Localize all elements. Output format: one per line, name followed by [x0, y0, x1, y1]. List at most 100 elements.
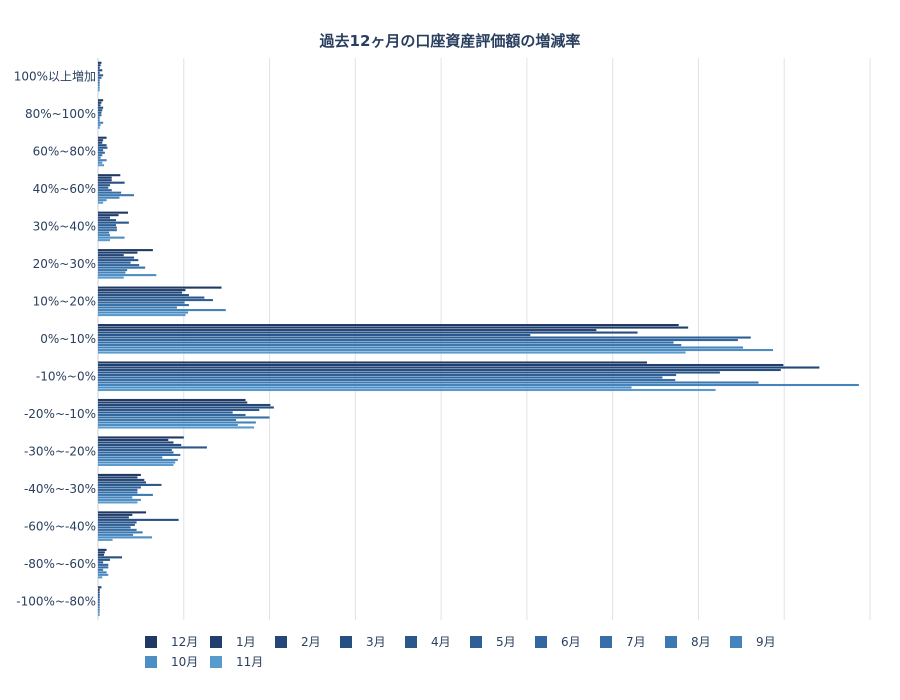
bar [98, 251, 138, 254]
bar [98, 266, 146, 269]
bar [98, 196, 120, 199]
bar [98, 294, 189, 297]
bar [98, 481, 147, 484]
bar [98, 446, 207, 449]
bar [98, 271, 126, 274]
bar [98, 518, 179, 521]
bar [98, 301, 185, 304]
bar [98, 491, 138, 494]
legend-label: 6月 [561, 635, 581, 649]
bar [98, 74, 104, 77]
bar [98, 596, 100, 599]
bar [98, 453, 181, 456]
y-tick-label: -30%~-20% [24, 444, 96, 458]
bar [98, 523, 135, 526]
legend-item[interactable]: 1月 [210, 635, 256, 649]
bar [98, 296, 205, 299]
legend-item[interactable]: 3月 [340, 635, 386, 649]
bar [98, 366, 820, 369]
bar [98, 276, 124, 279]
bar [98, 119, 100, 122]
legend-item[interactable]: 8月 [665, 635, 711, 649]
legend-item[interactable]: 4月 [405, 635, 451, 649]
bar [98, 159, 107, 162]
y-tick-label: 0%~10% [40, 332, 96, 346]
legend-item[interactable]: 7月 [600, 635, 646, 649]
legend-label: 12月 [171, 635, 198, 649]
bar [98, 363, 784, 367]
bar [98, 388, 716, 392]
bar [98, 199, 107, 202]
bar [98, 558, 111, 561]
bar [98, 343, 682, 347]
legend-swatch [145, 636, 157, 648]
bar [98, 448, 172, 451]
legend-item[interactable]: 12月 [145, 635, 198, 649]
bar [98, 126, 100, 129]
bar [98, 274, 157, 277]
bar [98, 186, 109, 189]
legend-swatch [470, 636, 482, 648]
legend-item[interactable]: 10月 [145, 655, 198, 669]
bar [98, 306, 177, 309]
bar [98, 473, 141, 476]
bar [98, 386, 632, 389]
bar [98, 194, 135, 197]
bar [98, 339, 738, 342]
bar [98, 561, 104, 564]
bar [98, 109, 103, 112]
bar [98, 106, 104, 109]
bar [98, 443, 182, 447]
bar [98, 254, 124, 257]
bar [98, 593, 100, 596]
bar [98, 591, 100, 594]
bars-layer [98, 61, 859, 616]
bar [98, 613, 100, 616]
bar [98, 249, 153, 252]
bar [98, 493, 153, 496]
bar [98, 189, 112, 192]
bar [98, 261, 131, 264]
bar [98, 513, 133, 516]
bar [98, 214, 119, 217]
bar [98, 531, 143, 534]
bar [98, 331, 638, 334]
legend-item[interactable]: 6月 [535, 635, 581, 649]
bar [98, 418, 237, 422]
legend-item[interactable]: 5月 [470, 635, 516, 649]
bar [98, 441, 174, 444]
bar [98, 84, 100, 87]
bar [98, 236, 125, 239]
bar [98, 154, 103, 157]
bar [98, 179, 112, 182]
bar [98, 184, 111, 187]
bar [98, 66, 100, 69]
bar [98, 496, 133, 499]
bar [98, 89, 100, 92]
legend-item[interactable]: 11月 [210, 655, 263, 669]
y-tick-label: 80%~100% [25, 107, 96, 121]
bar [98, 259, 139, 262]
bar [98, 373, 677, 377]
bar [98, 336, 751, 339]
bar [98, 191, 122, 194]
bar [98, 176, 112, 179]
bar [98, 224, 117, 227]
bar [98, 483, 162, 486]
legend-item[interactable]: 2月 [275, 635, 321, 649]
bar [98, 289, 186, 292]
bar [98, 408, 260, 412]
bar [98, 226, 117, 229]
bar [98, 76, 102, 79]
legend-swatch [340, 636, 352, 648]
legend-label: 1月 [236, 635, 256, 649]
bar [98, 486, 141, 489]
legend-item[interactable]: 9月 [730, 635, 776, 649]
bar [98, 141, 103, 144]
bar [98, 314, 186, 317]
legend-label: 10月 [171, 655, 198, 669]
bar [98, 553, 105, 556]
bar [98, 413, 246, 417]
bar [98, 538, 113, 541]
bar [98, 548, 107, 551]
